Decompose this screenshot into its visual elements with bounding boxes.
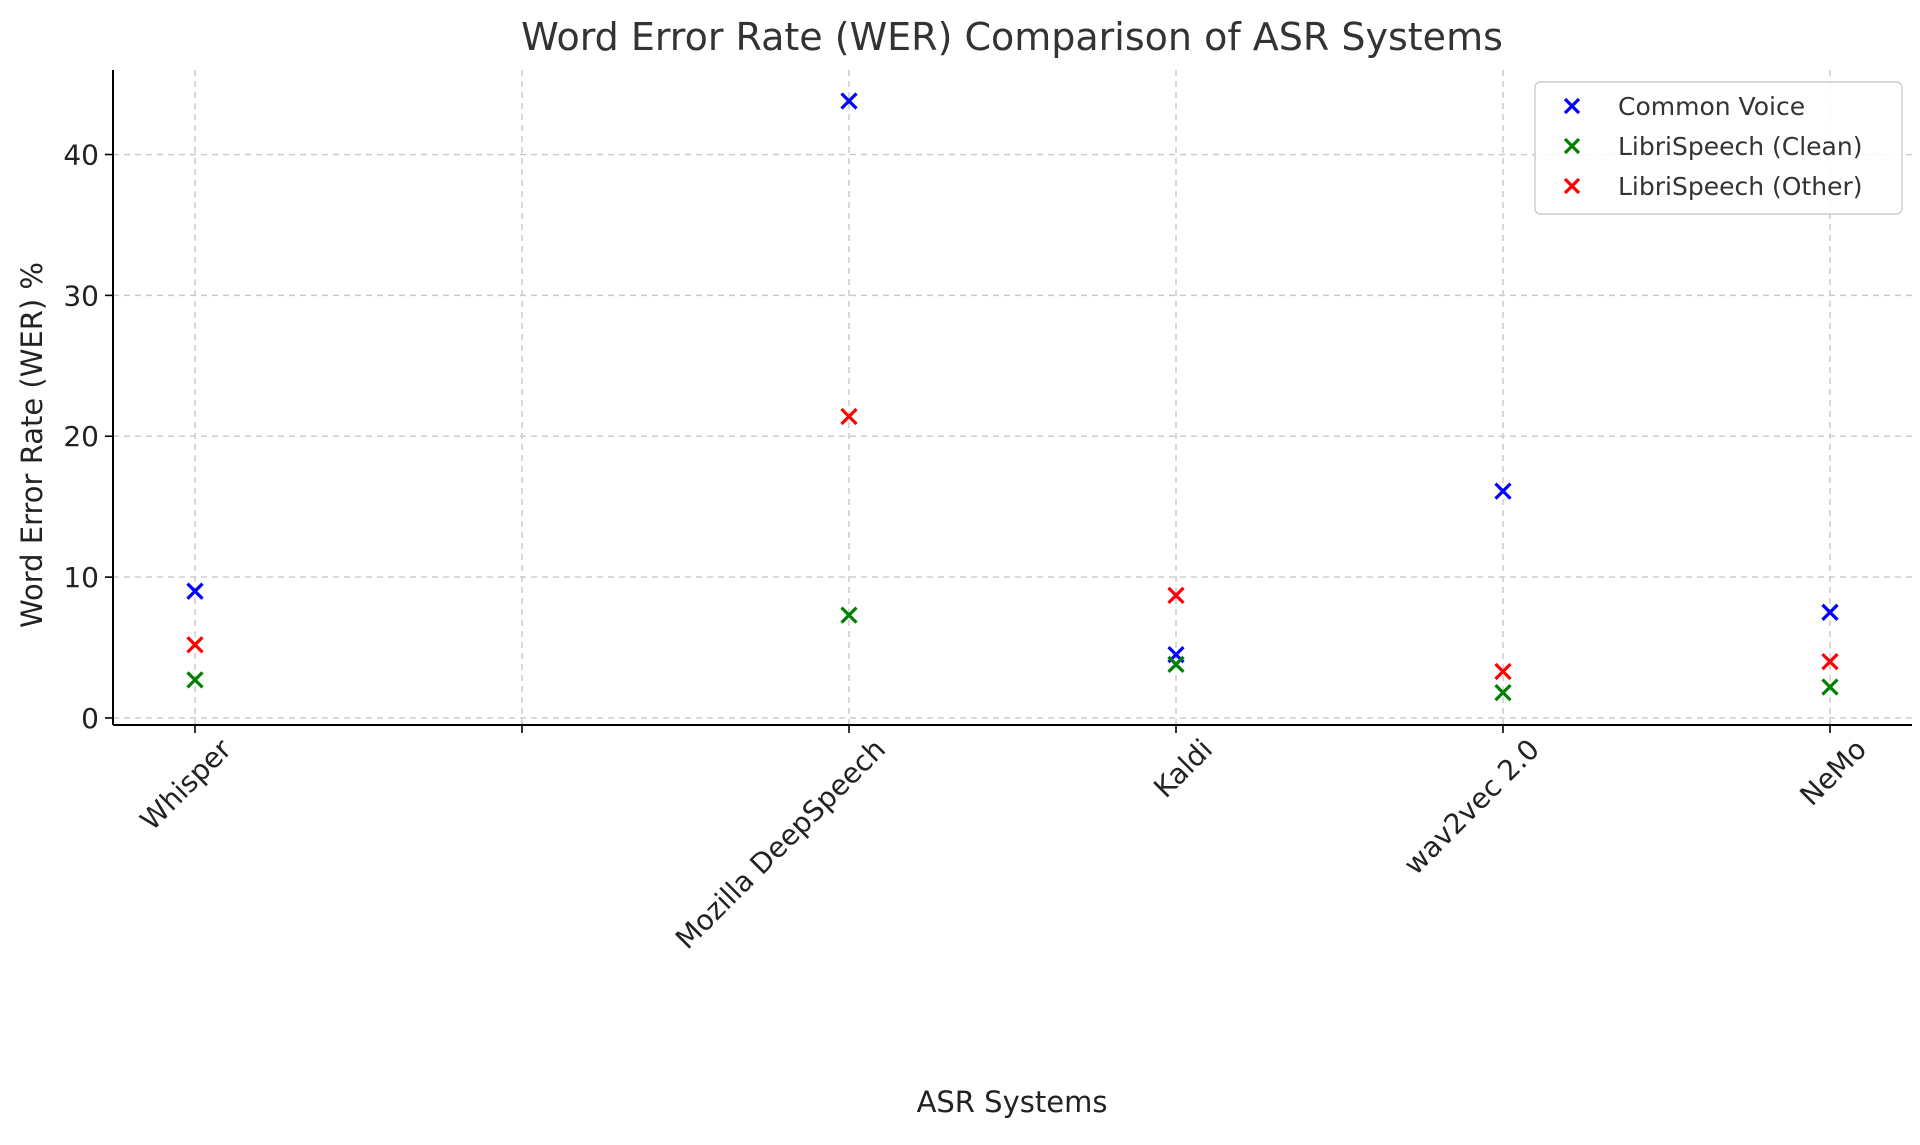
data-points xyxy=(186,92,1839,702)
legend-marker xyxy=(1563,97,1581,115)
data-point xyxy=(1821,652,1839,671)
chart-title: Word Error Rate (WER) Comparison of ASR … xyxy=(521,15,1503,59)
y-tick-label: 0 xyxy=(81,702,99,735)
y-tick-label: 30 xyxy=(63,279,99,312)
data-point xyxy=(186,636,204,654)
y-tick-label: 40 xyxy=(63,139,99,172)
x-tick-label: Mozilla DeepSpeech xyxy=(669,733,892,956)
legend: Common Voice LibriSpeech (Clean) LibriSpee… xyxy=(1534,81,1903,215)
legend-marker xyxy=(1563,137,1581,155)
data-point xyxy=(840,92,858,110)
data-point xyxy=(186,671,204,689)
y-tick-label: 20 xyxy=(63,420,99,453)
data-point xyxy=(1167,655,1185,674)
x-tick-label: wav2vec 2.0 xyxy=(1397,733,1546,882)
legend-label: LibriSpeech (Clean) xyxy=(1618,132,1862,161)
data-point xyxy=(840,407,858,426)
x-tick-label: Kaldi xyxy=(1147,733,1219,805)
data-point xyxy=(186,582,204,600)
legend-marker xyxy=(1563,177,1581,195)
axes-spines xyxy=(112,70,1912,726)
x-axis-ticks: Whisper Mozilla DeepSpeech Kaldi wav2vec 2.… xyxy=(134,725,1873,956)
y-axis-label: Word Error Rate (WER) % xyxy=(15,262,49,628)
y-axis-ticks: 0 10 20 30 40 xyxy=(63,139,113,735)
data-point xyxy=(1494,662,1512,681)
data-point xyxy=(1167,586,1185,605)
data-point xyxy=(1821,678,1839,696)
y-tick-label: 10 xyxy=(63,561,99,594)
data-point xyxy=(840,606,858,624)
data-point xyxy=(1821,603,1839,621)
data-point xyxy=(1494,482,1512,500)
x-tick-label: Whisper xyxy=(134,732,239,837)
x-axis-label: ASR Systems xyxy=(917,1085,1108,1119)
data-point xyxy=(1494,683,1512,702)
x-tick-label: NeMo xyxy=(1793,733,1873,813)
legend-label: LibriSpeech (Other) xyxy=(1618,172,1863,201)
legend-box xyxy=(1534,81,1903,215)
legend-label: Common Voice xyxy=(1618,92,1805,121)
